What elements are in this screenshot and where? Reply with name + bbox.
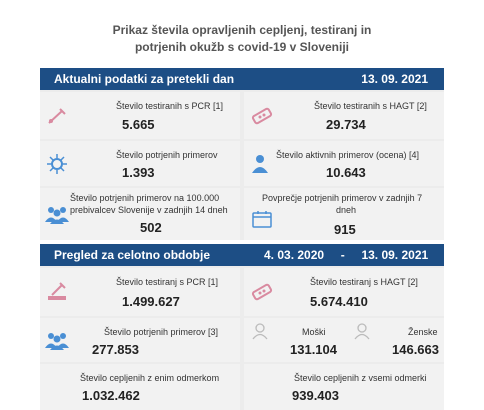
total-hagt-value: 5.674.410 [310,294,368,309]
title-line-1: Prikaz števila opravljenih cepljenj, tes… [112,23,372,37]
card-hagt: Število testiranih s HAGT [2] 29.734 [244,92,444,139]
calendar-icon [252,210,272,228]
total-pcr-value: 1.499.627 [122,294,180,309]
female-value: 146.663 [392,342,439,357]
card-total-pcr: Število testiranj s PCR [1] 1.499.627 [40,268,240,316]
total-confirmed-value: 277.853 [92,342,139,357]
total-hagt-label: Število testiranj s HAGT [2] [310,277,418,287]
male-icon [252,322,268,340]
pcr-tube-icon [46,282,70,302]
section-date: 13. 09. 2021 [361,72,428,86]
female-icon [354,322,370,340]
hagt-test-icon [250,282,274,302]
female-label: Ženske [408,327,438,337]
card-gender: Moški 131.104 Ženske 146.663 [244,318,444,362]
card-per100k: Število potrjenih primerov na 100.000 pr… [40,188,240,240]
period-range: 4. 03. 2020 - 13. 09. 2021 [264,248,428,262]
male-label: Moški [302,327,326,337]
per100k-label-line-1: Število potrjenih primerov na 100.000 [70,193,220,203]
card-confirmed: Število potrjenih primerov 1.393 [40,141,240,186]
avg7-label-line-2: dneh [336,205,357,215]
section-title: Aktualni podatki za pretekli dan [54,72,235,86]
active-value: 10.643 [326,165,366,180]
section-whole-period: Pregled za celotno obdobje 4. 03. 2020 -… [40,244,444,410]
period-date-separator: - [340,248,345,262]
pcr-value: 5.665 [122,117,155,132]
vacc-one-dose-value: 1.032.462 [82,388,140,403]
virus-icon [46,153,68,175]
card-active: Število aktivnih primerov (ocena) [4] 10… [244,141,444,186]
section-title: Pregled za celotno obdobje [54,248,211,262]
avg7-label-line-1: Povprečje potrjenih primerov v zadnjih 7 [262,193,423,203]
hagt-test-icon [250,106,274,126]
card-vacc-one-dose: Število cepljenih z enim odmerkom 1.032.… [40,364,240,410]
hagt-value: 29.734 [326,117,366,132]
card-total-confirmed: Število potrjenih primerov [3] 277.853 [40,318,240,362]
section-header: Aktualni podatki za pretekli dan 13. 09.… [40,68,444,90]
card-avg7: Povprečje potrjenih primerov v zadnjih 7… [244,188,444,240]
card-total-hagt: Število testiranj s HAGT [2] 5.674.410 [244,268,444,316]
card-vacc-all-doses: Število cepljenih z vsemi odmerki 939.40… [244,364,444,410]
stats-grid: Število testiranih s PCR [1] 5.665 Števi… [40,90,444,240]
page-title: Prikaz števila opravljenih cepljenj, tes… [40,22,444,56]
confirmed-value: 1.393 [122,165,155,180]
stats-grid: Število testiranj s PCR [1] 1.499.627 Št… [40,266,444,410]
total-confirmed-label: Število potrjenih primerov [3] [104,327,219,337]
vacc-one-dose-label: Število cepljenih z enim odmerkom [80,373,220,383]
period-date-from: 4. 03. 2020 [264,248,325,262]
per100k-label-line-2: prebivalcev Slovenije v zadnjih 14 dneh [70,205,228,215]
avg7-value: 915 [334,222,356,237]
active-label: Število aktivnih primerov (ocena) [4] [276,150,420,160]
confirmed-label: Število potrjenih primerov [116,150,218,160]
hagt-label: Število testiranih s HAGT [2] [314,101,427,111]
pcr-tube-icon [46,106,68,126]
male-value: 131.104 [290,342,337,357]
per100k-value: 502 [140,220,162,235]
vacc-all-doses-value: 939.403 [292,388,339,403]
people-group-icon [44,330,70,350]
section-header: Pregled za celotno obdobje 4. 03. 2020 -… [40,244,444,266]
title-line-2: potrjenih okužb s covid-19 v Sloveniji [134,40,350,54]
total-pcr-label: Število testiranj s PCR [1] [116,277,219,287]
vacc-all-doses-label: Število cepljenih z vsemi odmerki [294,373,427,383]
people-group-icon [44,204,70,224]
pcr-label: Število testiranih s PCR [1] [116,101,224,111]
period-date-to: 13. 09. 2021 [361,248,429,262]
person-icon [250,153,270,175]
card-pcr: Število testiranih s PCR [1] 5.665 [40,92,240,139]
section-current-day: Aktualni podatki za pretekli dan 13. 09.… [40,68,444,240]
